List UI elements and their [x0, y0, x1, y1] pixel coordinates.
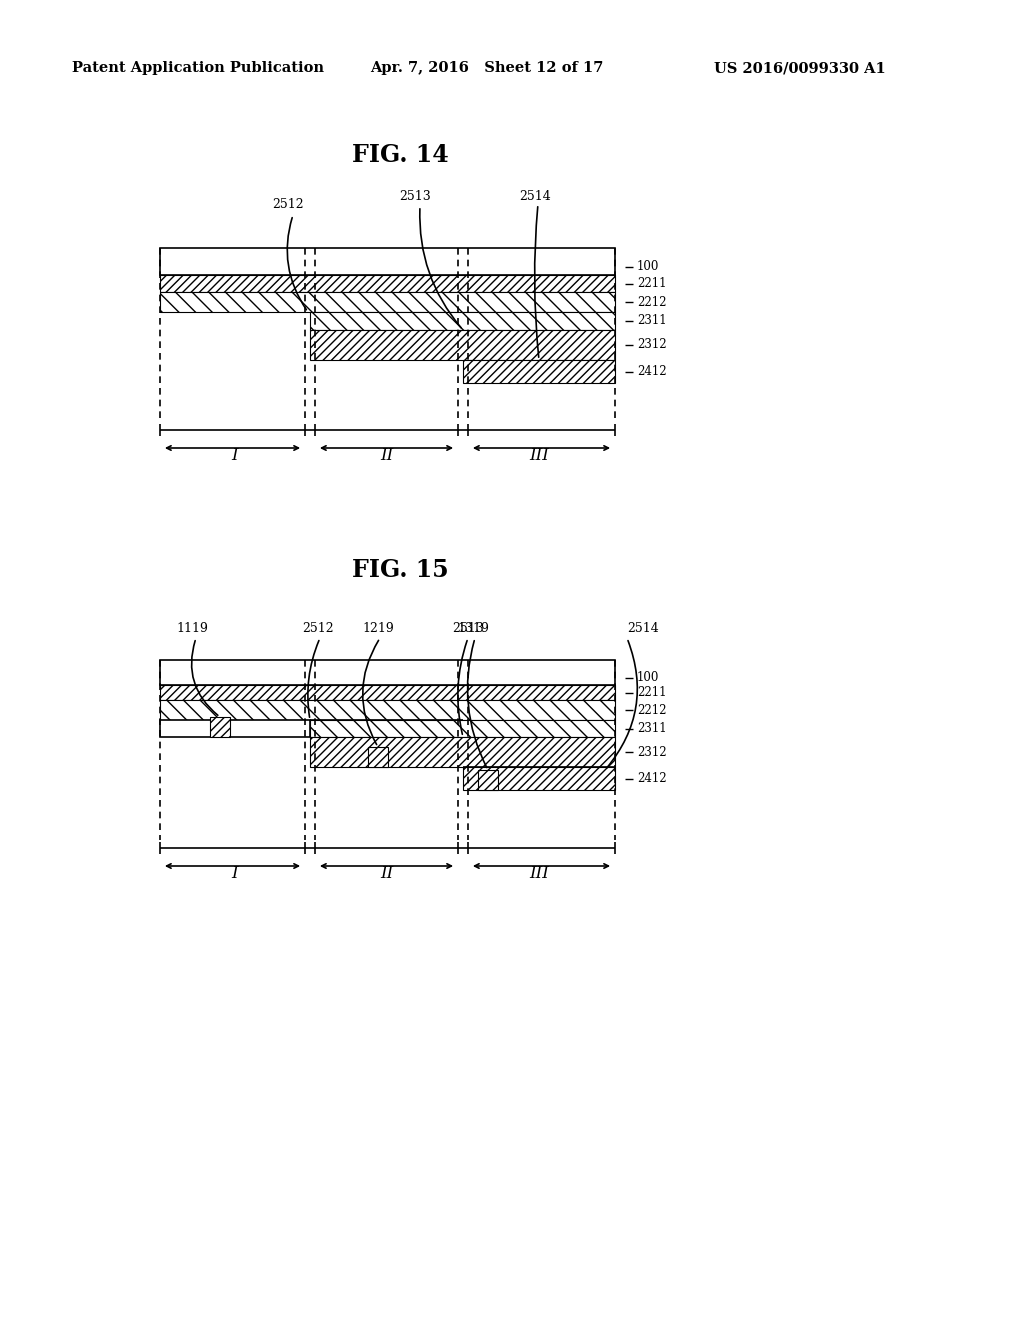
Text: 2211: 2211 [637, 686, 667, 700]
Bar [310, 719, 615, 737]
Bar [368, 747, 388, 767]
Text: Apr. 7, 2016   Sheet 12 of 17: Apr. 7, 2016 Sheet 12 of 17 [371, 61, 604, 75]
Text: II: II [380, 865, 393, 882]
Text: 2514: 2514 [519, 190, 551, 202]
Bar [463, 360, 615, 383]
Text: US 2016/0099330 A1: US 2016/0099330 A1 [714, 61, 886, 75]
Text: I: I [231, 446, 239, 463]
Bar [310, 312, 615, 330]
Text: 1219: 1219 [362, 622, 394, 635]
Text: 2311: 2311 [637, 722, 667, 735]
Text: 2212: 2212 [637, 296, 667, 309]
Text: 1119: 1119 [176, 622, 208, 635]
Text: 2514: 2514 [627, 622, 658, 635]
Text: III: III [529, 446, 549, 463]
Text: 2512: 2512 [272, 198, 304, 211]
Text: 100: 100 [637, 260, 659, 273]
Text: FIG. 14: FIG. 14 [351, 143, 449, 168]
Bar [463, 767, 615, 789]
Text: 1319: 1319 [457, 622, 488, 635]
Bar [310, 330, 615, 360]
Text: III: III [529, 865, 549, 882]
Text: 2211: 2211 [637, 277, 667, 290]
Text: I: I [231, 865, 239, 882]
Text: FIG. 15: FIG. 15 [351, 558, 449, 582]
Text: 2412: 2412 [637, 772, 667, 785]
Text: II: II [380, 446, 393, 463]
Bar [310, 737, 615, 767]
Bar [160, 719, 310, 737]
Text: 2513: 2513 [399, 190, 431, 202]
Text: 100: 100 [637, 671, 659, 684]
Text: 2512: 2512 [302, 622, 334, 635]
Bar [160, 700, 615, 719]
Text: 2312: 2312 [637, 746, 667, 759]
Bar [478, 770, 498, 789]
Text: 2212: 2212 [637, 704, 667, 717]
Text: 2311: 2311 [637, 314, 667, 327]
Bar [160, 685, 615, 700]
Text: 2513: 2513 [453, 622, 484, 635]
Bar [160, 248, 615, 275]
Bar [160, 660, 615, 685]
Text: 2312: 2312 [637, 338, 667, 351]
Text: 2412: 2412 [637, 366, 667, 378]
Bar [160, 292, 615, 312]
Text: Patent Application Publication: Patent Application Publication [72, 61, 324, 75]
Bar [210, 717, 230, 737]
Bar [160, 275, 615, 292]
